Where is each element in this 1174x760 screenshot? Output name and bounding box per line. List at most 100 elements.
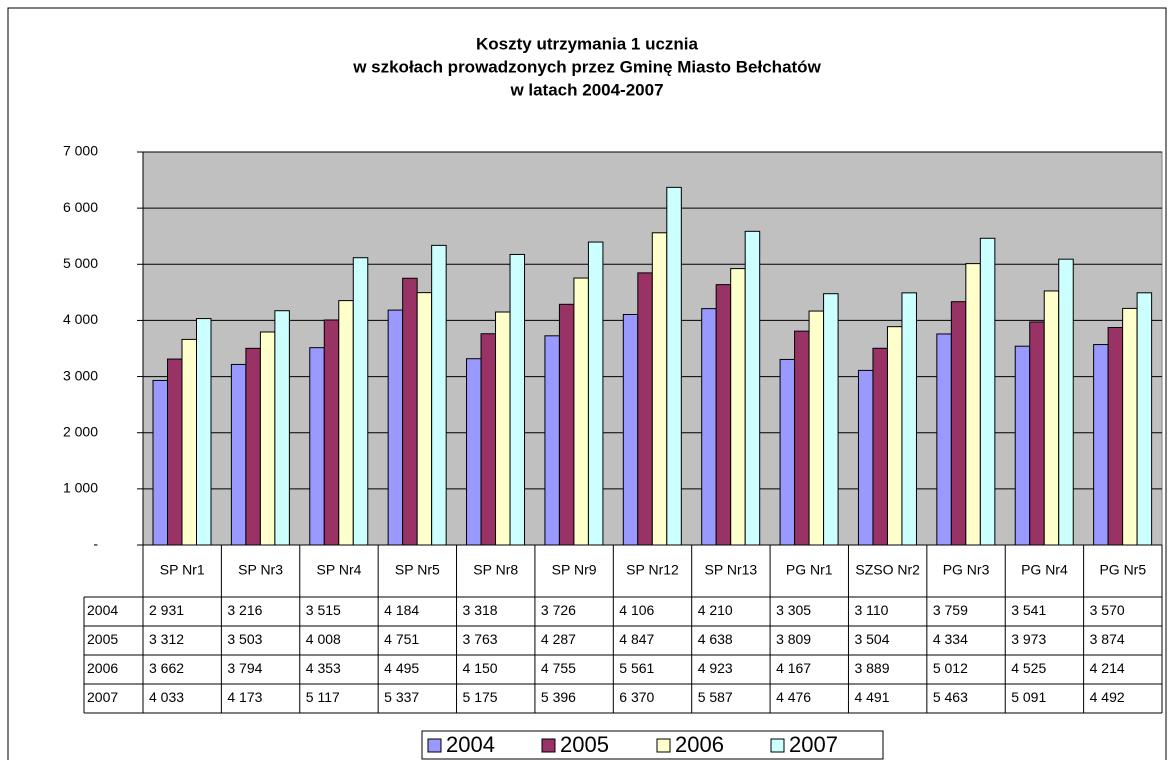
x-tick-label: SP Nr13	[705, 562, 758, 578]
bar	[416, 292, 433, 546]
table-cell: 6 370	[619, 689, 654, 705]
x-tick-label: SP Nr3	[238, 562, 283, 578]
chart-title: w latach 2004-2007	[509, 80, 663, 99]
bar	[808, 310, 825, 546]
bar	[1122, 307, 1138, 546]
table-cell: 4 847	[619, 631, 654, 647]
table-cell: 3 312	[149, 631, 184, 647]
bar	[259, 331, 276, 546]
table-cell: 5 117	[306, 689, 340, 705]
bar	[651, 232, 668, 546]
bar	[402, 277, 418, 546]
bar	[352, 257, 369, 546]
bar	[509, 253, 526, 546]
table-cell: 5 175	[463, 689, 498, 705]
table-cell: 5 561	[619, 660, 654, 676]
table-cell: 4 491	[854, 689, 889, 705]
table-cell: 4 334	[933, 631, 968, 647]
legend-box	[421, 730, 884, 760]
table-row-label: 2005	[87, 631, 118, 647]
legend-label leg: 2004	[446, 732, 495, 757]
table-cell: 4 210	[698, 602, 733, 618]
bar	[901, 292, 917, 546]
bar	[965, 263, 981, 546]
bar	[587, 241, 604, 546]
bar	[387, 309, 404, 546]
bar	[715, 284, 732, 546]
table-cell: 4 173	[227, 689, 262, 705]
bar	[857, 369, 874, 546]
bar	[196, 318, 212, 546]
table-cell: 4 150	[463, 660, 498, 676]
chart-title: Koszty utrzymania 1 ucznia	[476, 34, 699, 53]
legend-label leg: 2007	[789, 732, 838, 757]
bar	[622, 313, 639, 546]
table-cell: 5 463	[933, 689, 968, 705]
legend-swatch	[770, 738, 785, 753]
bar	[1136, 292, 1153, 546]
bar	[558, 303, 575, 546]
x-tick-label: SP Nr8	[473, 562, 518, 578]
table-cell: 3 305	[776, 602, 811, 618]
x-tick-label: SP Nr5	[395, 562, 440, 578]
bar	[666, 186, 682, 546]
x-tick-label: PG Nr5	[1099, 562, 1146, 578]
table-cell: 3 973	[1011, 631, 1046, 647]
bar	[323, 319, 340, 546]
bar	[1093, 344, 1109, 546]
table-cell: 4 755	[541, 660, 576, 676]
x-tick-label: PG Nr1	[786, 562, 833, 578]
table-cell: 3 110	[854, 602, 888, 618]
x-tick-label: SP Nr9	[552, 562, 597, 578]
bar	[886, 326, 903, 546]
table-row-label: 2006	[87, 660, 118, 676]
table-cell: 4 106	[619, 602, 654, 618]
x-tick-label: SP Nr12	[626, 562, 679, 578]
chart-title: w szkołach prowadzonych przez Gminę Mias…	[352, 57, 821, 76]
table-cell: 3 809	[776, 631, 811, 647]
y-tick-label: 2 000	[63, 423, 98, 439]
y-tick-label: 4 000	[63, 311, 98, 327]
bar	[744, 230, 761, 546]
bar	[573, 277, 589, 546]
legend-swatch	[656, 738, 671, 753]
y-tick-label: -	[93, 536, 98, 552]
bar	[167, 358, 183, 546]
table-cell: 4 476	[776, 689, 811, 705]
table-cell: 5 091	[1011, 689, 1046, 705]
table-cell: 4 008	[306, 631, 341, 647]
bar	[181, 338, 197, 546]
table-row-label: 2004	[87, 602, 118, 618]
legend-swatch	[427, 738, 442, 753]
table-cell: 4 033	[149, 689, 184, 705]
table-cell: 4 492	[1090, 689, 1125, 705]
table-cell: 5 012	[933, 660, 968, 676]
table-cell: 4 751	[384, 631, 419, 647]
y-tick-label: 6 000	[63, 199, 98, 215]
bar	[979, 237, 996, 546]
x-tick-label: SP Nr1	[160, 562, 205, 578]
table-cell: 5 587	[698, 689, 733, 705]
bar	[230, 363, 247, 546]
table-cell: 3 759	[933, 602, 968, 618]
table-cell: 3 763	[463, 631, 498, 647]
table-cell: 3 794	[227, 660, 262, 676]
bar	[480, 333, 497, 546]
table-row-label: 2007	[87, 689, 118, 705]
table-cell: 4 638	[698, 631, 733, 647]
bar	[701, 308, 717, 546]
table-cell: 3 318	[463, 602, 498, 618]
bar	[245, 347, 261, 546]
bar	[823, 293, 839, 546]
table-cell: 4 184	[384, 602, 419, 618]
table-cell: 2 931	[149, 602, 184, 618]
table-cell: 4 495	[384, 660, 419, 676]
bar	[431, 244, 447, 546]
bar	[152, 379, 168, 546]
table-cell: 4 525	[1011, 660, 1046, 676]
bar	[495, 311, 511, 546]
y-tick-label: 5 000	[63, 255, 98, 271]
table-cell: 4 167	[776, 660, 811, 676]
x-tick-label: SZSO Nr2	[855, 562, 920, 578]
table-cell: 5 337	[384, 689, 419, 705]
